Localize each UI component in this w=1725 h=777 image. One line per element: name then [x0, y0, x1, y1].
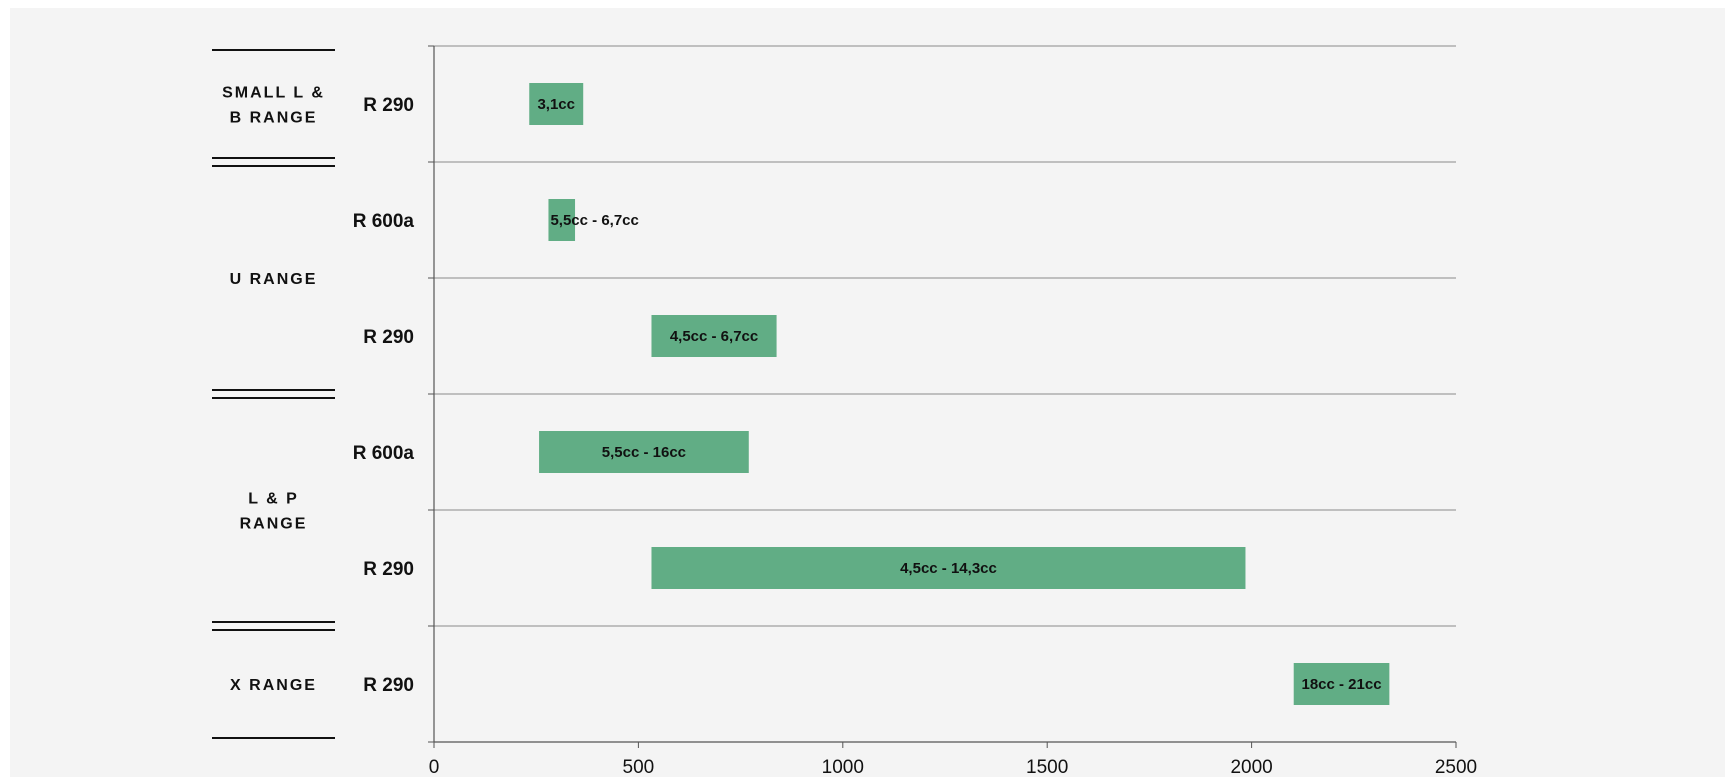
category-label: R 290: [363, 559, 414, 580]
bar-data-label: 18cc - 21cc: [1301, 676, 1381, 693]
bar-data-label: 3,1cc: [537, 96, 575, 113]
bar-data-label: 5,5cc - 16cc: [602, 444, 686, 461]
group-label: B RANGE: [230, 110, 318, 127]
x-tick-label: 500: [623, 757, 655, 777]
bar-data-label: 5,5cc - 6,7cc: [550, 212, 638, 229]
range-bar: [1293, 663, 1390, 705]
category-label: R 290: [363, 95, 414, 116]
range-bar: [651, 547, 1246, 589]
chart-panel: 0 500 1000 1500 2000 2500 3,1cc R 290 5,5cc - 6,…: [10, 8, 1725, 777]
group-label: RANGE: [240, 516, 308, 533]
range-bar: [548, 199, 576, 241]
bar-data-label: 4,5cc - 6,7cc: [670, 328, 758, 345]
bar-data-label: 4,5cc - 14,3cc: [900, 560, 997, 577]
x-tick-label: 2000: [1230, 757, 1272, 777]
range-bar: [651, 315, 777, 357]
x-tick-label: 1000: [822, 757, 864, 777]
group-label: L & P: [248, 491, 299, 508]
group-label: X RANGE: [230, 677, 317, 694]
range-bar: [539, 431, 749, 473]
range-bar: [529, 83, 584, 125]
x-tick-label: 0: [429, 757, 440, 777]
category-label: R 600a: [353, 211, 415, 232]
group-label: U RANGE: [230, 271, 318, 288]
x-tick-label: 2500: [1435, 757, 1477, 777]
group-label: SMALL L &: [222, 85, 325, 102]
range-bar-chart: 0 500 1000 1500 2000 2500 3,1cc R 290 5,5cc - 6,…: [212, 45, 1477, 777]
category-label: R 600a: [353, 443, 415, 464]
x-tick-label: 1500: [1026, 757, 1068, 777]
category-label: R 290: [363, 675, 414, 696]
category-label: R 290: [363, 327, 414, 348]
